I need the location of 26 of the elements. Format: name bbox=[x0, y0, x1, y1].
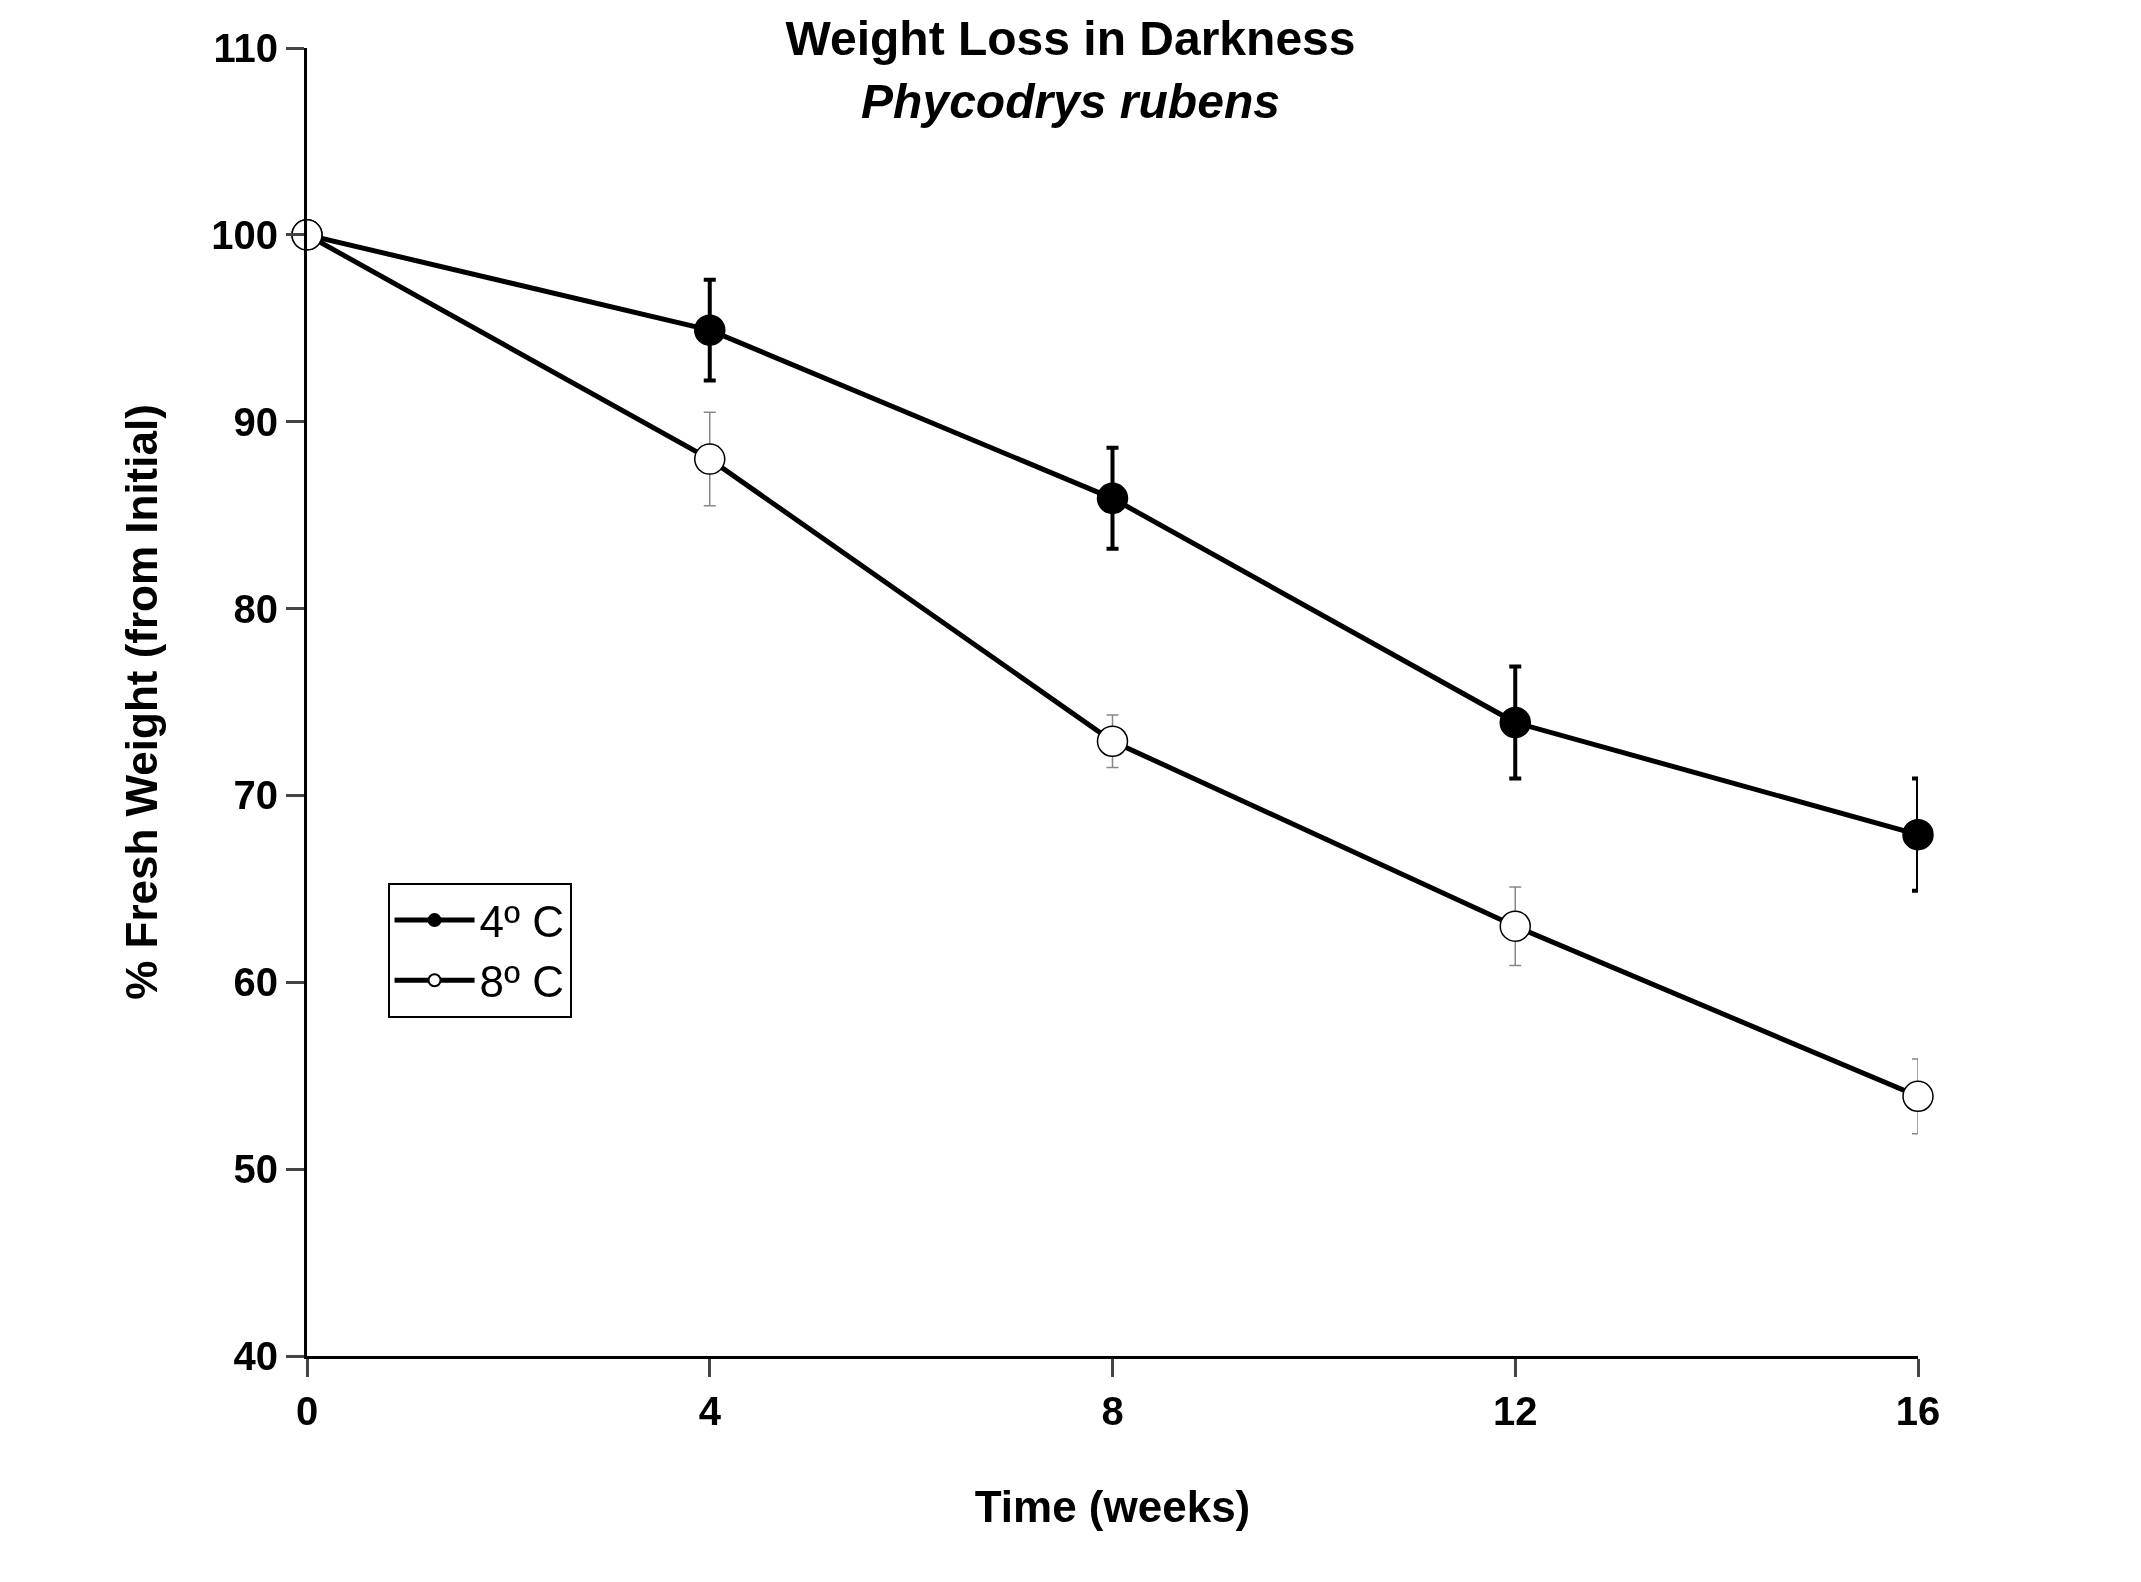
point bbox=[694, 314, 726, 346]
y-tick-label: 40 bbox=[233, 1334, 278, 1378]
point bbox=[1902, 818, 1934, 851]
legend-label: 8º C bbox=[479, 957, 565, 1007]
text: Phycodrys rubens bbox=[861, 74, 1280, 128]
y-tick-label: 80 bbox=[233, 586, 278, 631]
x-tick-label: 8 bbox=[1101, 1389, 1124, 1433]
y-tick-label: 110 bbox=[213, 26, 278, 70]
legend-label: 4º C bbox=[479, 897, 565, 947]
chart-title: Weight Loss in Darkness bbox=[785, 12, 1356, 66]
x-tick-label: 16 bbox=[1895, 1389, 1941, 1433]
point bbox=[694, 443, 726, 475]
x-tick-label: 4 bbox=[698, 1389, 722, 1433]
point bbox=[1499, 910, 1531, 942]
x-tick-label: 12 bbox=[1493, 1389, 1538, 1433]
y-axis-title: % Fresh Weight (from Initial) bbox=[117, 404, 167, 1000]
y-tick-label: 60 bbox=[233, 960, 278, 1005]
point bbox=[1096, 725, 1129, 757]
x-tick-label: 0 bbox=[295, 1389, 319, 1433]
y-tick-label: 100 bbox=[211, 212, 278, 257]
x-axis-title: Time (weeks) bbox=[974, 1482, 1251, 1532]
y-tick-label: 70 bbox=[233, 773, 278, 818]
point bbox=[1096, 482, 1129, 515]
y-tick-label: 50 bbox=[233, 1147, 278, 1192]
y-tick-label: 90 bbox=[233, 399, 278, 444]
point bbox=[1499, 706, 1531, 739]
